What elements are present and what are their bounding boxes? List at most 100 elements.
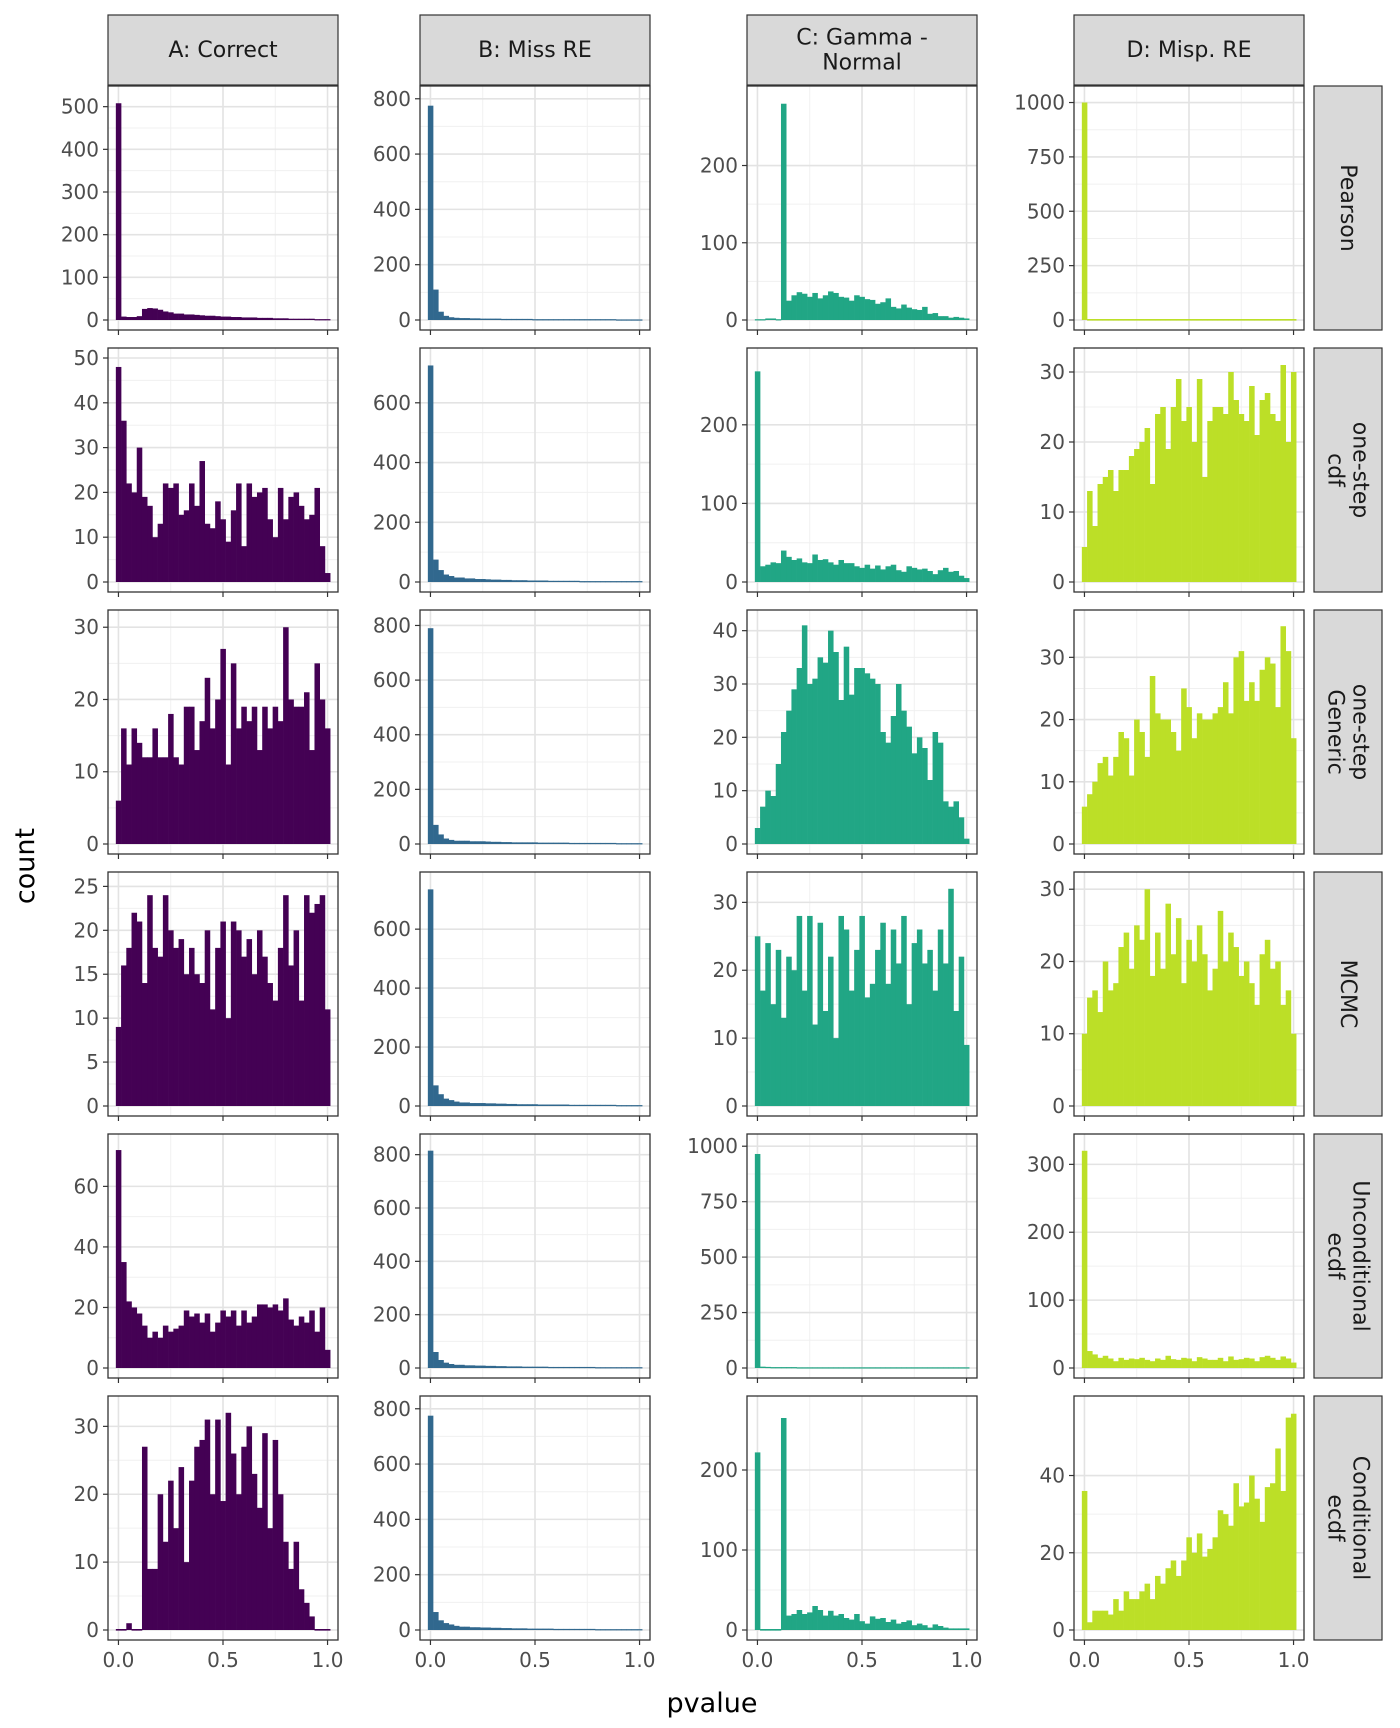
histogram-bar: [568, 842, 575, 845]
histogram-bar: [256, 1507, 263, 1630]
histogram-bar: [1081, 547, 1088, 582]
histogram-bar: [605, 1104, 612, 1107]
histogram-bar: [1249, 386, 1255, 582]
histogram-bar: [304, 318, 310, 320]
histogram-bar: [448, 1364, 455, 1368]
histogram-bar: [1238, 414, 1245, 582]
histogram-bar: [236, 1325, 242, 1368]
histogram-bar: [262, 1304, 268, 1368]
histogram-bar: [495, 1366, 502, 1368]
y-tick-label: 0: [1052, 570, 1065, 594]
histogram-bar: [469, 318, 476, 320]
histogram-bar: [194, 750, 200, 844]
histogram-bar: [1102, 477, 1109, 582]
histogram-bar: [963, 1367, 970, 1369]
histogram-bar: [189, 314, 195, 320]
histogram-bar: [490, 579, 497, 582]
histogram-bar: [1233, 400, 1239, 582]
histogram-bar: [791, 1367, 797, 1369]
histogram-bar: [948, 1367, 954, 1369]
histogram-bar: [168, 487, 174, 582]
histogram-bar: [464, 318, 470, 320]
histogram-bar: [209, 1009, 216, 1106]
row-strip-label-group: one-stepGeneric: [1323, 684, 1373, 780]
y-tick-label: 800: [373, 613, 411, 637]
y-tick-label: 400: [373, 1507, 411, 1531]
histogram-bar: [1144, 889, 1151, 1106]
histogram-bar: [194, 1313, 200, 1368]
histogram-bar: [854, 949, 860, 1106]
histogram-bar: [1175, 1359, 1182, 1368]
histogram-bar: [558, 1366, 565, 1369]
x-tick-label: 1.0: [312, 1648, 344, 1672]
histogram-bar: [199, 1322, 206, 1368]
histogram-bar: [854, 295, 860, 320]
histogram-bar: [542, 580, 549, 582]
histogram-bar: [1217, 707, 1224, 844]
histogram-bar: [760, 806, 766, 844]
histogram-bar: [246, 939, 253, 1106]
histogram-bar: [288, 496, 294, 582]
histogram-bar: [537, 580, 544, 582]
histogram-bar: [927, 780, 933, 844]
y-tick-label: 10: [713, 1026, 738, 1050]
histogram-bar: [427, 889, 434, 1106]
column-strip-label: B: Miss RE: [478, 38, 592, 63]
y-tick-label: 200: [700, 413, 738, 437]
histogram-bar: [584, 1104, 591, 1107]
histogram-bar: [1212, 713, 1219, 844]
histogram-bar: [267, 1307, 273, 1368]
histogram-bar: [136, 447, 143, 582]
histogram-bar: [173, 757, 179, 844]
histogram-bar: [1285, 651, 1292, 844]
histogram-bar: [246, 317, 253, 320]
histogram-bar: [791, 970, 797, 1106]
histogram-bar: [600, 842, 606, 845]
histogram-bar: [251, 1473, 258, 1630]
histogram-bar: [443, 315, 450, 320]
histogram-bar: [911, 943, 918, 1106]
panel-4-1: 0 200 400 600 800: [373, 1133, 651, 1383]
histogram-bar: [932, 1367, 939, 1369]
histogram-bar: [828, 1367, 834, 1369]
histogram-bar: [901, 304, 907, 320]
histogram-bar: [1254, 700, 1260, 844]
histogram-bar: [568, 580, 575, 583]
histogram-bar: [1087, 491, 1093, 582]
histogram-bar: [433, 1612, 439, 1630]
histogram-bar: [1243, 1502, 1250, 1630]
histogram-bar: [854, 668, 860, 844]
histogram-bar: [480, 841, 486, 844]
histogram-bar: [1238, 975, 1245, 1106]
histogram-bar: [215, 501, 221, 582]
histogram-bar: [775, 319, 782, 321]
histogram-bar: [880, 922, 886, 1106]
histogram-bar: [501, 579, 507, 582]
histogram-bar: [293, 318, 300, 320]
histogram-bar: [1196, 379, 1203, 582]
y-tick-label: 400: [373, 723, 411, 747]
row-strip-0: [1313, 85, 1383, 331]
histogram-bar: [1113, 756, 1119, 844]
histogram-bar: [256, 317, 263, 320]
histogram-bar: [168, 930, 174, 1106]
histogram-bar: [241, 1446, 247, 1630]
histogram-bar: [1087, 997, 1093, 1106]
y-tick-label: 20: [74, 480, 99, 504]
histogram-bar: [448, 317, 455, 320]
histogram-bar: [948, 317, 954, 320]
histogram-bar: [220, 1501, 226, 1630]
y-tick-label: 30: [74, 436, 99, 460]
y-tick-label: 10: [713, 779, 738, 803]
histogram-bar: [563, 1628, 570, 1631]
y-tick-label: 250: [1027, 254, 1065, 278]
y-tick-label: 20: [74, 1295, 99, 1319]
histogram-bar: [822, 1615, 829, 1630]
histogram-bar: [178, 764, 185, 844]
histogram-bar: [220, 316, 226, 320]
panel-2-1: 0 200 400 600 800: [373, 609, 651, 859]
histogram-bar: [801, 1367, 808, 1369]
histogram-bar: [631, 1105, 638, 1107]
y-tick-label: 10: [1040, 770, 1065, 794]
histogram-bar: [283, 318, 289, 320]
